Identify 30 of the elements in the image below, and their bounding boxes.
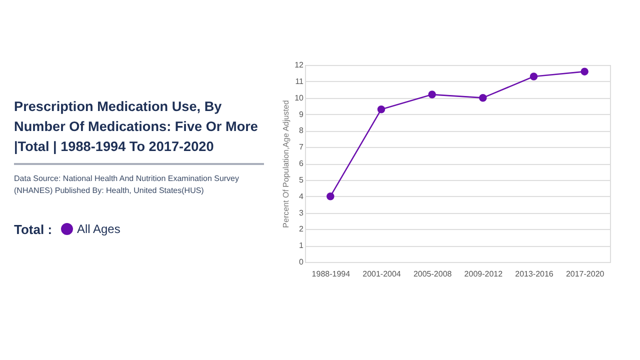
- x-tick-label: 2009-2012: [464, 270, 504, 278]
- y-tick-label: 6: [299, 159, 304, 168]
- point: [530, 72, 538, 80]
- source-note: Data Source: National Health And Nutrition Examination Survey (NHANES) Published By: Health, United States(HUS): [14, 173, 240, 197]
- point: [580, 68, 588, 76]
- legend-title: Total :: [14, 222, 52, 237]
- point: [377, 105, 386, 114]
- y-tick-label: 8: [299, 126, 304, 136]
- y-tick-label: 2: [299, 224, 304, 234]
- legend-label: All Ages: [77, 222, 120, 236]
- point: [326, 192, 334, 200]
- y-tick-label: 11: [295, 76, 304, 86]
- y-tick-label: 7: [299, 142, 304, 152]
- point: [428, 90, 436, 98]
- y-tick-label: 10: [294, 93, 304, 102]
- y-tick-label: 4: [299, 192, 304, 201]
- text: Prescription Medication Use, By Number Of Medications: Five Or More |Total | 1988-1994 To 2017-2020: [14, 98, 259, 156]
- y-axis-title: Percent Of Population,Age Adjusted: [282, 100, 291, 228]
- point: [479, 94, 487, 102]
- x-tick-label: 2013-2016: [515, 270, 554, 278]
- x-tick-label: 2017-2020: [566, 270, 605, 278]
- x-tick-label: 2005-2008: [413, 270, 452, 278]
- y-tick-label: 3: [299, 208, 304, 218]
- x-tick-label: 2001-2004: [362, 270, 402, 278]
- y-tick-label: 9: [299, 110, 304, 119]
- y-tick-label: 0: [299, 258, 304, 266]
- y-tick-label: 5: [299, 175, 304, 184]
- y-tick-label: 12: [294, 60, 304, 70]
- y-tick-label: 1: [299, 241, 304, 250]
- x-tick-label: 1988-1994: [312, 270, 351, 278]
